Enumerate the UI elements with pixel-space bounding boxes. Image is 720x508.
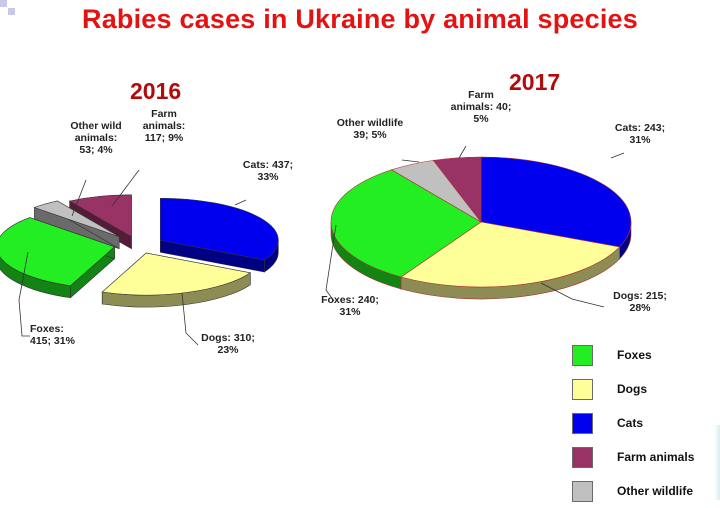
pie-2016: Cats: 437; 33% Dogs: 310; 23% Foxes: 415; 31%… (0, 108, 293, 356)
corner-decoration (0, 0, 16, 16)
data-label-line: 117; 9% (145, 132, 184, 144)
callout-line-2016-dogs (181, 292, 199, 346)
callout-line-2016-cats (234, 199, 247, 206)
legend-item-other-wildlife: Other wildlife (572, 474, 717, 508)
data-label-2016-foxes: Foxes: 415; 31% (30, 323, 76, 347)
data-label-2016-other-wild-animals: Other wild animals: 53; 4% (70, 120, 121, 156)
data-label-2017-foxes: Foxes: 240; 31% (321, 294, 379, 318)
pie-slice-2017-farm-animals (432, 156, 482, 223)
legend-swatch-dogs (572, 378, 593, 400)
pie-slice-2016-farm-animals (68, 194, 132, 238)
data-label-line: 5% (473, 113, 489, 125)
legend-swatch-farm-animals (572, 446, 593, 468)
callout-line-2016-farm-animals (111, 169, 140, 207)
data-label-line: Cats: 437; (243, 159, 293, 171)
data-label-2017-farm-animals: Farm animals: 40; 5% (451, 89, 512, 125)
pie-slice-2017-dogs (400, 221, 621, 288)
legend-label-dogs: Dogs (617, 382, 647, 396)
data-label-line: 28% (629, 302, 651, 314)
data-label-2016-farm-animals: Farm animals: 117; 9% (143, 108, 186, 144)
legend-swatch-other-wildlife (572, 480, 593, 502)
legend-item-foxes: Foxes (572, 338, 717, 372)
data-label-line: Foxes: 240; (321, 294, 379, 306)
pie-2017: Cats: 243; 31%Dogs: 215; 28%Foxes: 240; 31%… (321, 89, 667, 318)
data-label-line: 415; 31% (30, 335, 76, 347)
legend-swatch-foxes (572, 344, 593, 366)
callout-line-2017-cats (610, 152, 625, 159)
pie-slice-2017-foxes (330, 169, 482, 278)
data-label-line: Farm (151, 108, 177, 120)
callout-line-2017-foxes (325, 224, 337, 302)
data-label-line: animals: (75, 132, 118, 144)
edge-decoration (714, 425, 720, 500)
pie-slice-2016-dogs (101, 252, 252, 296)
pie-title-2016: 2016 (130, 78, 182, 104)
legend-item-farm-animals: Farm animals (572, 440, 717, 474)
pie-slice-2016-other-wild-animals (33, 200, 120, 237)
callout-line-2017-farm-animals (458, 145, 467, 159)
legend-swatch-cats (572, 412, 593, 434)
data-label-line: animals: 40; (451, 101, 512, 113)
data-label-line: 23% (217, 344, 239, 356)
pie-slice-2016-foxes (0, 217, 116, 287)
data-label-line: Dogs: 215; (613, 290, 667, 302)
callout-line-2016-other-wild-animals (71, 179, 87, 217)
callout-line-2017-other-wildlife (401, 159, 420, 163)
pie-slice-2017-cats (480, 156, 632, 248)
callout-line-2016-foxes (18, 251, 30, 337)
data-label-2016-cats: Cats: 437; 33% (243, 159, 293, 183)
data-label-line: 31% (339, 306, 361, 318)
legend: Foxes Dogs Cats Farm animals Other wildl… (572, 338, 717, 508)
data-label-2017-other-wildlife: Other wildlife 39; 5% (337, 117, 404, 141)
chart-title: Rabies cases in Ukraine by animal specie… (82, 4, 638, 34)
data-label-line: Dogs: 310; (201, 332, 255, 344)
callout-line-2017-dogs (540, 282, 605, 308)
data-label-line: animals: (143, 120, 186, 132)
data-label-line: Farm (468, 89, 494, 101)
legend-item-dogs: Dogs (572, 372, 717, 406)
legend-label-farm-animals: Farm animals (617, 450, 695, 464)
data-label-2016-dogs: Dogs: 310; 23% (201, 332, 255, 356)
data-label-line: Other wildlife (337, 117, 404, 129)
data-label-line: 39; 5% (353, 129, 387, 141)
data-label-line: 33% (257, 171, 279, 183)
data-label-2017-dogs: Dogs: 215; 28% (613, 290, 667, 314)
legend-label-foxes: Foxes (617, 348, 652, 362)
data-label-line: Other wild (70, 120, 121, 132)
data-label-line: 31% (629, 134, 651, 146)
pie-slice-2016-cats (159, 197, 279, 261)
legend-label-cats: Cats (617, 416, 644, 430)
data-label-line: 53; 4% (79, 144, 113, 156)
data-label-line: Foxes: (30, 323, 64, 335)
legend-label-other-wildlife: Other wildlife (617, 484, 694, 498)
legend-item-cats: Cats (572, 406, 717, 440)
data-label-2017-cats: Cats: 243; 31% (615, 122, 665, 146)
data-label-line: Cats: 243; (615, 122, 665, 134)
pie-title-2017: 2017 (509, 69, 561, 95)
